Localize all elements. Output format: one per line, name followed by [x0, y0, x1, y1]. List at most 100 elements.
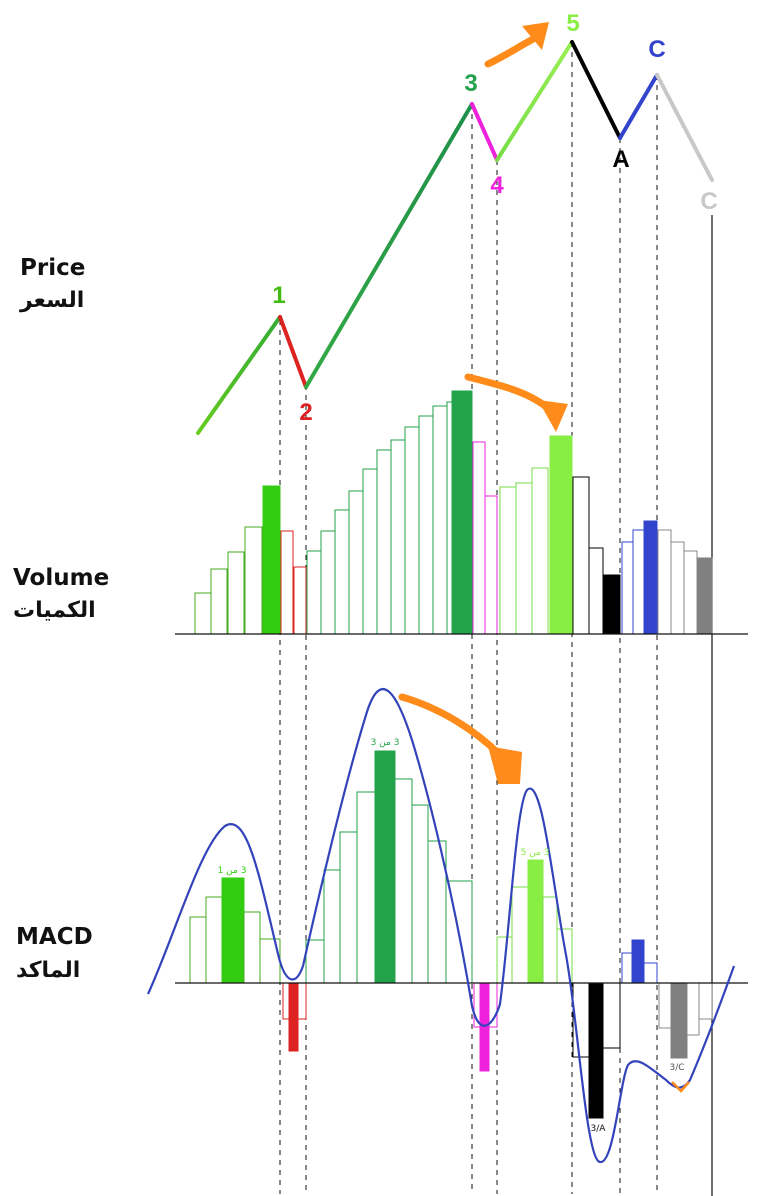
volume-bar: [418, 415, 434, 635]
macd-signal-line: [146, 688, 736, 1164]
macd-bar: [511, 886, 529, 984]
macd-bar: [621, 952, 633, 984]
macd-bar: [339, 831, 358, 984]
wave-label-2: 2: [299, 399, 312, 426]
macd-bar: [189, 916, 207, 984]
volume-bar: [670, 541, 685, 635]
volume-bars: [194, 390, 713, 635]
volume-bar-wave-1-peak: [262, 485, 281, 635]
volume-bar: [531, 467, 549, 635]
macd-bar-wave-1-peak: [221, 877, 245, 984]
macd-bar: [205, 896, 223, 984]
macd-panel: 3 من 1 3 من 3 3 من 5 3/A 3/C: [146, 688, 748, 1164]
volume-bar: [432, 405, 448, 635]
macd-bar: [323, 869, 341, 984]
macd-divergence-arrow: [398, 693, 522, 784]
volume-bar: [621, 541, 634, 635]
macd-line-orange-tip: [671, 1081, 690, 1093]
macd-bar: [394, 778, 413, 984]
wave-label-1: 1: [272, 282, 285, 309]
macd-label-wave-3: 3 من 3: [371, 738, 400, 748]
volume-bar: [320, 530, 336, 635]
volume-bar: [472, 441, 486, 635]
macd-bar: [305, 939, 325, 984]
price-panel: [196, 22, 714, 435]
macd-bar: [643, 962, 658, 984]
price-wave-2: [278, 315, 308, 389]
macd-label-wave-c: 3/C: [669, 1063, 684, 1073]
volume-bar: [683, 550, 698, 635]
macd-label-wave-a: 3/A: [591, 1124, 607, 1134]
volume-bar: [348, 490, 364, 635]
volume-panel: [175, 373, 748, 635]
price-wave-5: [495, 40, 574, 162]
macd-bar: [686, 982, 700, 1036]
macd-wave-labels: 3 من 1 3 من 3 3 من 5 3/A 3/C: [218, 738, 685, 1134]
volume-bar: [657, 529, 672, 635]
volume-bar-wave-a-peak: [602, 574, 621, 635]
macd-bar: [658, 982, 672, 1029]
volume-bar: [280, 530, 294, 635]
volume-bar: [404, 426, 420, 635]
macd-label-ar: الماكد: [16, 958, 81, 983]
volume-bar: [362, 468, 378, 635]
macd-label-en: MACD: [16, 924, 93, 950]
volume-bar: [390, 439, 406, 635]
macd-bar-wave-c-trough: [670, 982, 688, 1059]
volume-bar-wave-3-peak: [451, 390, 473, 635]
price-wave-a: [570, 40, 622, 140]
wave-label-3: 3: [464, 70, 477, 97]
volume-bar: [293, 566, 307, 635]
macd-bar: [698, 982, 713, 1020]
wave-label-c-top: C: [648, 36, 665, 63]
volume-bar-wave-b-peak: [643, 520, 658, 635]
macd-bar: [356, 791, 376, 984]
macd-bar-wave-4-trough: [479, 982, 490, 1072]
volume-bar: [227, 551, 245, 635]
price-wave-b: [618, 73, 659, 140]
macd-histogram: [189, 750, 713, 1119]
macd-bar-wave-b-peak: [631, 939, 645, 984]
volume-label-ar: الكميات: [13, 598, 96, 623]
price-divergence-arrow: [484, 22, 549, 68]
volume-bar: [244, 526, 263, 635]
macd-bar-wave-3-peak: [374, 750, 396, 984]
macd-bar-wave-a-trough: [588, 982, 604, 1119]
macd-bar-wave-2-trough: [288, 982, 299, 1052]
price-label-en: Price: [20, 255, 86, 281]
volume-bar: [572, 476, 590, 635]
wave-label-5: 5: [566, 10, 579, 37]
price-wave-c: [655, 73, 714, 182]
macd-bar: [411, 804, 429, 984]
macd-bar: [602, 982, 621, 1049]
wave-label-a: A: [612, 146, 629, 173]
wave-label-4: 4: [490, 172, 504, 199]
wave-labels: 1 2 3 4 5 A C C: [272, 10, 717, 426]
macd-bar-wave-5-peak: [527, 859, 544, 984]
volume-bar: [515, 482, 533, 635]
volume-label-en: Volume: [13, 565, 110, 591]
macd-bar: [243, 911, 261, 984]
volume-bar: [588, 547, 604, 635]
volume-bar: [484, 495, 498, 635]
volume-bar-wave-c-peak: [697, 557, 713, 635]
volume-divergence-arrow: [464, 373, 568, 432]
price-wave-1: [196, 315, 282, 435]
price-label-ar: السعر: [20, 288, 85, 313]
volume-bar: [376, 449, 392, 635]
macd-label-wave-5: 3 من 5: [521, 848, 550, 858]
volume-bar: [210, 568, 228, 635]
price-wave-4: [470, 102, 499, 162]
volume-bar: [306, 550, 322, 635]
macd-label-wave-1: 3 من 1: [218, 866, 247, 876]
volume-bar: [334, 509, 350, 635]
price-wave-3: [304, 102, 474, 389]
volume-bar: [446, 401, 453, 635]
volume-bar: [194, 592, 212, 635]
volume-bar-wave-5-peak: [549, 435, 573, 635]
volume-bar: [499, 486, 517, 635]
macd-bar: [542, 896, 558, 984]
wave-label-c-bottom: C: [700, 188, 717, 215]
volume-bar: [632, 529, 645, 635]
